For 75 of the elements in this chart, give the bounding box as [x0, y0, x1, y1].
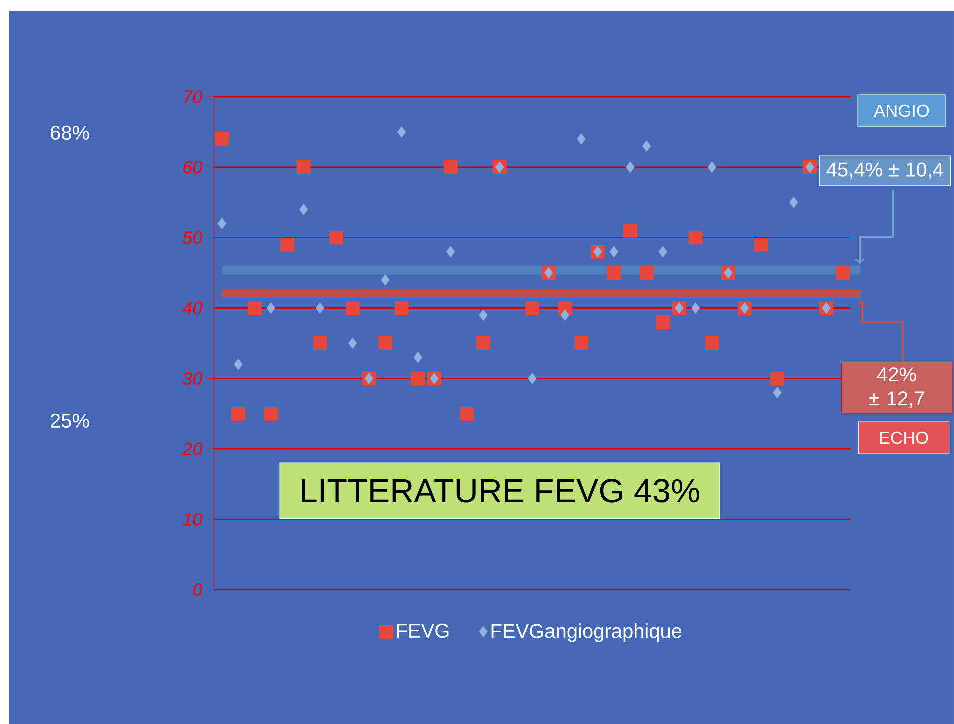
- point: [248, 301, 262, 316]
- point: [740, 302, 750, 314]
- point: [607, 266, 622, 280]
- point: [460, 406, 474, 421]
- point: [675, 302, 684, 314]
- point: [724, 267, 733, 279]
- point: [656, 315, 670, 330]
- point: [316, 302, 324, 314]
- point: [296, 160, 311, 174]
- text: ECHO: [880, 432, 928, 444]
- point: [773, 387, 782, 398]
- point: [232, 406, 246, 421]
- y-tick-label: 60: [184, 161, 202, 174]
- point: [444, 160, 458, 174]
- point: [574, 336, 588, 350]
- point: [266, 302, 276, 314]
- legend-label: FEVGangiographique: [492, 624, 682, 642]
- y-tick-label: 50: [183, 231, 202, 244]
- point: [215, 132, 230, 146]
- point: [658, 246, 668, 258]
- y-tick-label: 40: [182, 302, 202, 315]
- point: [411, 372, 426, 386]
- point: [610, 246, 618, 258]
- point: [754, 238, 768, 252]
- point: [378, 336, 392, 350]
- point: [496, 162, 504, 174]
- point: [330, 230, 344, 245]
- point: [806, 162, 814, 174]
- point: [398, 126, 406, 138]
- y-tick-label: 20: [182, 442, 202, 456]
- point: [264, 406, 278, 421]
- text: ANGIO: [874, 104, 930, 118]
- point: [313, 336, 328, 350]
- point: [790, 197, 798, 208]
- point: [394, 301, 409, 316]
- point: [577, 134, 586, 145]
- y-tick-label: 70: [184, 90, 202, 104]
- point: [705, 336, 720, 350]
- point: [822, 302, 831, 314]
- legend-label: FEVG: [397, 624, 449, 638]
- point: [381, 274, 390, 286]
- ref-line-label: 42% ± 12,7: [869, 368, 924, 408]
- point: [346, 301, 360, 316]
- point: [708, 162, 716, 174]
- point: [280, 238, 294, 252]
- y-tick-label: 10: [183, 513, 202, 526]
- y-tick-label: 0: [193, 584, 202, 596]
- point: [692, 302, 700, 314]
- point: [476, 336, 490, 350]
- text: 25%: [50, 414, 90, 428]
- point: [300, 204, 308, 216]
- point: [446, 246, 456, 258]
- point: [560, 310, 570, 321]
- point: [836, 266, 850, 280]
- point: [348, 338, 358, 350]
- point: [624, 224, 638, 238]
- point: [640, 266, 654, 280]
- point: [364, 373, 374, 384]
- y-tick-label: 30: [183, 372, 202, 386]
- point: [526, 301, 540, 316]
- point: [594, 246, 602, 258]
- point: [414, 352, 422, 364]
- point: [642, 140, 652, 152]
- text: 68%: [51, 126, 90, 140]
- point: [770, 372, 784, 386]
- ref-line-label: 45,4% ± 10,4: [826, 162, 944, 180]
- point: [544, 267, 554, 279]
- point: [218, 218, 226, 230]
- point: [479, 310, 488, 321]
- point: [688, 230, 703, 245]
- point: [528, 373, 537, 384]
- point: [626, 162, 635, 174]
- point: [234, 359, 243, 370]
- annotation: LITTERATURE FEVG 43%: [302, 479, 700, 503]
- point: [430, 373, 439, 384]
